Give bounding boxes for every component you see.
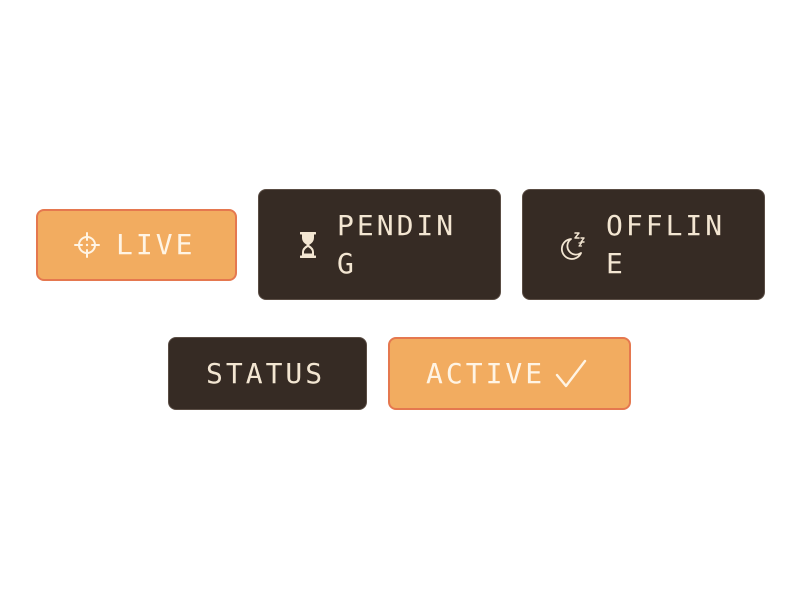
offline-chip-label: OFFLIN E	[606, 208, 726, 280]
active-chip-label: ACTIVE	[426, 356, 546, 390]
status-chip[interactable]: STATUS	[168, 337, 367, 410]
hourglass-icon	[300, 231, 316, 258]
live-chip-label: LIVE	[116, 228, 196, 261]
moon-sleep-icon	[560, 231, 585, 260]
pending-chip[interactable]: PENDIN G	[258, 189, 501, 300]
active-chip[interactable]: ACTIVE	[388, 337, 631, 410]
checkmark-icon	[555, 359, 587, 387]
live-chip[interactable]: LIVE	[36, 209, 237, 281]
status-chip-label: STATUS	[206, 356, 326, 390]
pending-chip-label: PENDIN G	[337, 208, 457, 280]
offline-chip[interactable]: OFFLIN E	[522, 189, 765, 300]
crosshair-icon	[74, 232, 100, 258]
